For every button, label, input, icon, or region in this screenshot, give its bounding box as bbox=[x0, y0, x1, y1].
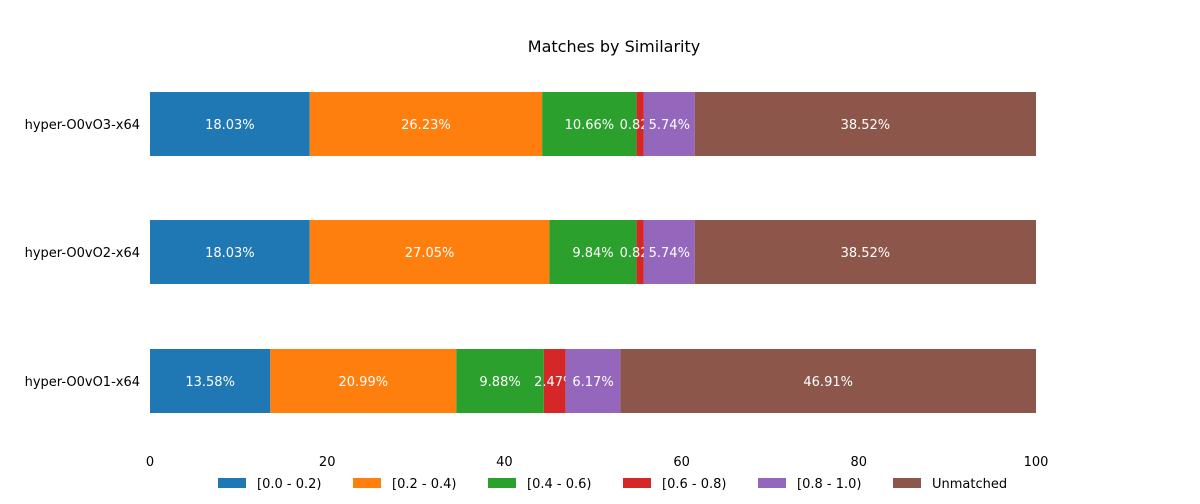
legend-swatch bbox=[353, 478, 381, 488]
bar-value-label: 5.74% bbox=[649, 118, 690, 133]
bar-segment bbox=[620, 349, 1036, 413]
legend-swatch bbox=[218, 478, 246, 488]
bar-value-label: 9.88% bbox=[479, 375, 520, 390]
bar-value-label: 27.05% bbox=[405, 246, 455, 261]
bar-value-label: 26.23% bbox=[401, 118, 451, 133]
bar-value-label: 2.47% bbox=[534, 375, 575, 390]
bar-value-label: 18.03% bbox=[205, 118, 255, 133]
x-axis-ticks: 0 20 40 60 80 100 bbox=[146, 455, 1049, 470]
y-tick-label: hyper-O0vO3-x64 bbox=[25, 118, 140, 133]
bar-value-label: 5.74% bbox=[649, 246, 690, 261]
y-axis-labels: hyper-O0vO1-x64 hyper-O0vO2-x64 hyper-O0vO… bbox=[25, 118, 140, 390]
legend-swatch bbox=[623, 478, 651, 488]
bar-segment bbox=[643, 220, 695, 284]
legend-swatch bbox=[893, 478, 921, 488]
x-tick-label: 0 bbox=[146, 455, 154, 470]
bar-value-label: 20.99% bbox=[339, 375, 389, 390]
bar-value-label: 18.03% bbox=[205, 246, 255, 261]
x-tick-label: 80 bbox=[851, 455, 868, 470]
legend-swatch bbox=[488, 478, 516, 488]
bar-value-label: 38.52% bbox=[841, 246, 891, 261]
legend-label: [0.2 - 0.4) bbox=[392, 477, 456, 492]
bar-segment bbox=[636, 92, 644, 156]
bar-value-label: 13.58% bbox=[185, 375, 235, 390]
bar-value-label: 46.91% bbox=[803, 375, 853, 390]
legend-label: [0.8 - 1.0) bbox=[797, 477, 861, 492]
bar-segment bbox=[694, 92, 1036, 156]
bar-segment bbox=[542, 92, 637, 156]
bar-value-label: 9.84% bbox=[572, 246, 613, 261]
x-tick-label: 40 bbox=[496, 455, 513, 470]
bar-segment bbox=[694, 220, 1036, 284]
bar-segment bbox=[543, 349, 566, 413]
bar-segment bbox=[549, 220, 637, 284]
bar-segment bbox=[643, 92, 695, 156]
legend: [0.0 - 0.2) [0.2 - 0.4) [0.4 - 0.6) [0.6 - … bbox=[218, 477, 1007, 492]
legend-label: [0.0 - 0.2) bbox=[257, 477, 321, 492]
legend-swatch bbox=[758, 478, 786, 488]
bar-segment bbox=[150, 92, 310, 156]
x-tick-label: 60 bbox=[673, 455, 690, 470]
y-tick-label: hyper-O0vO2-x64 bbox=[25, 246, 140, 261]
bar-value-label: 6.17% bbox=[572, 375, 613, 390]
y-tick-label: hyper-O0vO1-x64 bbox=[25, 375, 140, 390]
bar-segment bbox=[456, 349, 544, 413]
x-tick-label: 20 bbox=[319, 455, 336, 470]
bar-segment bbox=[565, 349, 621, 413]
bar-value-label: 10.66% bbox=[565, 118, 615, 133]
bar-segment bbox=[270, 349, 457, 413]
legend-label: [0.6 - 0.8) bbox=[662, 477, 726, 492]
legend-label: [0.4 - 0.6) bbox=[527, 477, 591, 492]
bar-value-label: 38.52% bbox=[841, 118, 891, 133]
bar-segment bbox=[309, 92, 543, 156]
bars-layer: 13.58% 20.99% 9.88% 2.47%6.17% 46.91% 18.03% 2… bbox=[150, 92, 1036, 413]
bar-segment bbox=[636, 220, 644, 284]
x-tick-label: 100 bbox=[1024, 455, 1049, 470]
bar-segment bbox=[150, 349, 271, 413]
legend-label: Unmatched bbox=[932, 477, 1007, 492]
chart-title: Matches by Similarity bbox=[528, 37, 700, 56]
bar-segment bbox=[309, 220, 550, 284]
bar-segment bbox=[150, 220, 310, 284]
